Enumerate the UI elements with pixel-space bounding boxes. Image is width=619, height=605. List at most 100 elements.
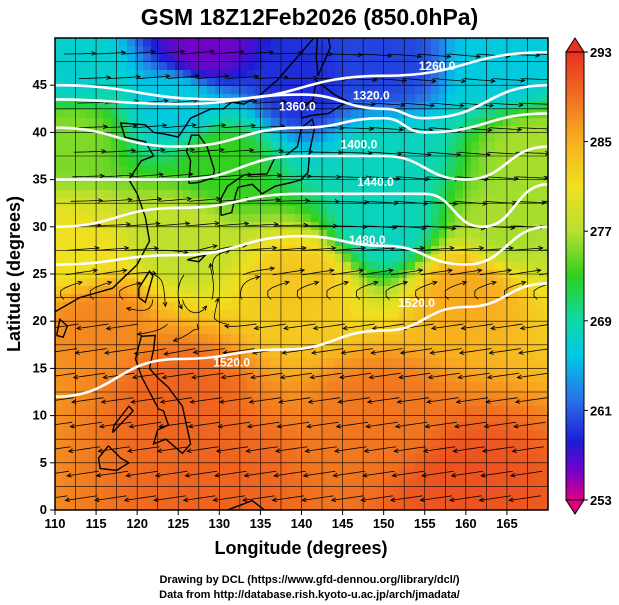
streamline: [272, 495, 305, 501]
field-cell: [191, 46, 200, 55]
field-cell: [511, 462, 520, 471]
field-cell: [87, 422, 96, 431]
field-cell: [471, 46, 480, 55]
field-cell: [351, 390, 360, 399]
field-cell: [431, 294, 440, 303]
field-cell: [351, 326, 360, 335]
field-cell: [383, 222, 392, 231]
field-cell: [399, 414, 408, 423]
field-cell: [503, 374, 512, 383]
field-cell: [351, 406, 360, 415]
x-tick-label: 155: [414, 516, 436, 531]
field-cell: [391, 158, 400, 167]
field-cell: [423, 470, 432, 479]
field-cell: [287, 318, 296, 327]
field-cell: [351, 78, 360, 87]
field-cell: [367, 38, 376, 47]
field-cell: [183, 62, 192, 71]
streamline-arrow: [370, 350, 376, 355]
streamline-arrow: [310, 350, 317, 355]
field-cell: [351, 398, 360, 407]
field-cell: [511, 502, 520, 510]
streamline: [356, 281, 378, 300]
field-cell: [87, 158, 96, 167]
field-cell: [119, 102, 128, 111]
field-cell: [279, 174, 288, 183]
field-cell: [511, 334, 520, 343]
field-cell: [399, 182, 408, 191]
field-cell: [167, 470, 176, 479]
field-cell: [95, 390, 104, 399]
field-cell: [343, 110, 352, 119]
contour-label: 1440.0: [357, 175, 394, 189]
field-cell: [295, 94, 304, 103]
field-cell: [199, 278, 208, 287]
field-cell: [119, 334, 128, 343]
field-cell: [263, 342, 272, 351]
field-cell: [127, 102, 136, 111]
field-cell: [111, 166, 120, 175]
field-cell: [255, 422, 264, 431]
field-cell: [255, 486, 264, 495]
contour-1520.0: [55, 282, 548, 398]
field-cell: [455, 190, 464, 199]
field-cell: [303, 502, 312, 510]
field-cell: [159, 110, 168, 119]
field-cell: [367, 278, 376, 287]
field-cell: [55, 126, 64, 135]
field-cell: [79, 326, 88, 335]
field-cell: [431, 446, 440, 455]
field-cell: [127, 142, 136, 151]
field-cell: [239, 486, 248, 495]
field-cell: [135, 150, 144, 159]
field-cell: [103, 70, 112, 79]
streamline: [333, 470, 365, 477]
streamline-arrow: [278, 148, 285, 154]
field-cell: [431, 262, 440, 271]
streamline: [390, 495, 423, 501]
field-cell: [247, 358, 256, 367]
field-cell: [327, 366, 336, 375]
field-cell: [63, 62, 72, 71]
field-cell: [87, 382, 96, 391]
field-cell: [303, 166, 312, 175]
field-cell: [175, 54, 184, 63]
streamline-arrow: [268, 50, 275, 55]
field-cell: [423, 70, 432, 79]
field-cell: [303, 358, 312, 367]
field-cell: [383, 94, 392, 103]
field-cell: [255, 318, 264, 327]
field-cell: [399, 502, 408, 510]
streamline-arrow: [477, 268, 483, 273]
field-cell: [487, 302, 496, 311]
field-cell: [183, 310, 192, 319]
field-cell: [487, 86, 496, 95]
field-cell: [239, 126, 248, 135]
field-cell: [175, 374, 184, 383]
field-cell: [367, 462, 376, 471]
field-cell: [255, 38, 264, 47]
field-cell: [159, 366, 168, 375]
field-cell: [375, 238, 384, 247]
field-cell: [95, 334, 104, 343]
field-cell: [511, 350, 520, 359]
field-cell: [415, 46, 424, 55]
field-cell: [391, 366, 400, 375]
field-cell: [207, 406, 216, 415]
field-cell: [471, 358, 480, 367]
field-cell: [199, 254, 208, 263]
field-cell: [207, 230, 216, 239]
field-cell: [511, 102, 520, 111]
field-cell: [303, 438, 312, 447]
field-cell: [207, 38, 216, 47]
field-cell: [191, 406, 200, 415]
y-tick-label: 5: [40, 455, 47, 470]
field-cell: [319, 150, 328, 159]
streamline: [305, 446, 337, 452]
field-cell: [207, 342, 216, 351]
field-cell: [279, 166, 288, 175]
field-cell: [335, 126, 344, 135]
field-cell: [79, 414, 88, 423]
field-cell: [151, 470, 160, 479]
field-cell: [279, 390, 288, 399]
